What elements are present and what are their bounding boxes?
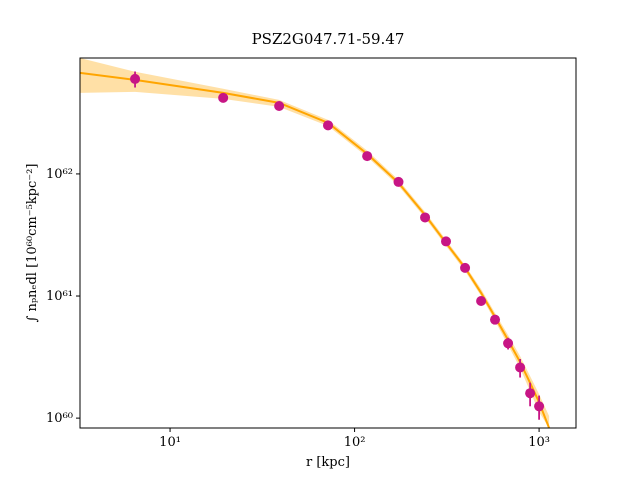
data-point — [362, 151, 373, 162]
x-tick-label: 10² — [344, 435, 366, 450]
y-axis-label: ∫ nₚnₑdl [10⁶⁰cm⁻⁵kpc⁻²] — [25, 164, 40, 323]
axes-frame — [79, 57, 577, 429]
x-tick-label: 10¹ — [159, 435, 181, 450]
y-tick-label: 10⁶² — [46, 167, 73, 182]
data-point — [441, 236, 452, 247]
data-point — [218, 92, 229, 103]
data-point — [274, 100, 285, 111]
data-point — [515, 362, 526, 373]
data-point — [130, 73, 141, 84]
data-point — [420, 212, 431, 223]
data-point — [393, 176, 404, 187]
chart-title: PSZ2G047.71-59.47 — [252, 30, 405, 48]
y-tick-label: 10⁶⁰ — [46, 411, 73, 426]
data-point — [534, 401, 545, 412]
y-tick-label: 10⁶¹ — [46, 289, 73, 304]
data-point — [476, 296, 487, 307]
data-point — [323, 120, 334, 131]
plot-area — [80, 58, 551, 428]
data-point — [490, 314, 501, 325]
data-point — [525, 388, 536, 399]
x-axis-label: r [kpc] — [306, 455, 350, 470]
x-tick-label: 10³ — [528, 435, 550, 450]
data-point — [460, 262, 471, 273]
data-point — [503, 338, 514, 349]
